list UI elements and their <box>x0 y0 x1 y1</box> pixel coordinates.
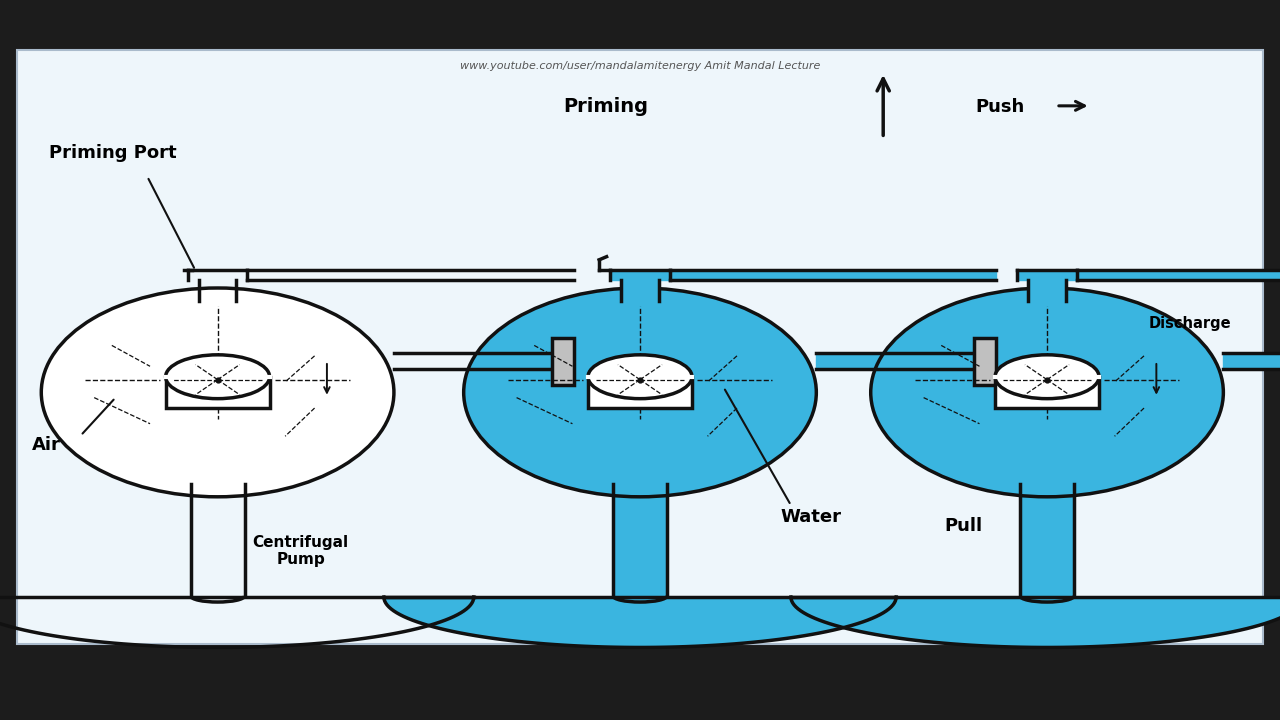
Text: Air: Air <box>32 436 61 454</box>
Ellipse shape <box>41 288 394 497</box>
Ellipse shape <box>165 355 270 399</box>
Text: Priming Port: Priming Port <box>49 145 177 163</box>
Polygon shape <box>791 597 1280 647</box>
Text: Priming: Priming <box>563 96 648 116</box>
Polygon shape <box>384 597 896 647</box>
Ellipse shape <box>995 355 1100 399</box>
Text: Water: Water <box>781 508 842 526</box>
Ellipse shape <box>870 288 1224 497</box>
Bar <box>552 338 573 384</box>
Text: www.youtube.com/user/mandalamitenergy Amit Mandal Lecture: www.youtube.com/user/mandalamitenergy Am… <box>460 61 820 71</box>
Text: Push: Push <box>975 98 1024 116</box>
FancyBboxPatch shape <box>17 50 1263 644</box>
Text: Pull: Pull <box>945 518 983 536</box>
Ellipse shape <box>588 355 692 399</box>
Text: Centrifugal
Pump: Centrifugal Pump <box>252 534 349 567</box>
Text: Discharge: Discharge <box>1148 315 1231 330</box>
Bar <box>588 377 692 408</box>
Bar <box>165 377 270 408</box>
Bar <box>995 377 1100 408</box>
Bar <box>974 338 996 384</box>
Ellipse shape <box>463 288 817 497</box>
